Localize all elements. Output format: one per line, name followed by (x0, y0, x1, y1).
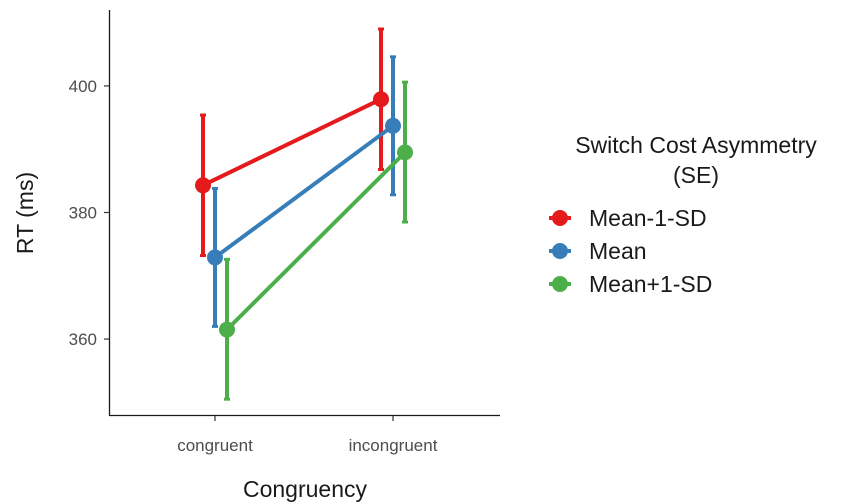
data-point (373, 91, 389, 108)
series-line (201, 97, 383, 188)
series-mean-1-sd (195, 27, 389, 258)
y-tick-label: 400 (69, 77, 97, 96)
legend-key-point (552, 243, 568, 259)
legend-key-point (552, 276, 568, 292)
x-tick-label: incongruent (349, 436, 438, 455)
series-line (225, 150, 407, 332)
plot-area (195, 27, 413, 401)
legend-items: Mean-1-SD Mean Mean+1-SD (549, 205, 712, 297)
y-tick-label: 360 (69, 330, 97, 349)
data-point (219, 321, 235, 338)
legend-label: Mean+1-SD (589, 271, 712, 297)
series-mean-1-sd (219, 80, 413, 401)
legend: Switch Cost Asymmetry (SE) Mean-1-SDMean… (549, 132, 817, 297)
series-mean (207, 55, 401, 328)
x-tick-label: congruent (177, 436, 253, 455)
x-axis-title: Congruency (243, 476, 368, 502)
legend-key-point (552, 210, 568, 226)
data-point (397, 144, 413, 161)
data-point (385, 117, 401, 134)
data-point (207, 249, 223, 266)
y-tick-label: 380 (69, 204, 97, 223)
series-line (213, 123, 395, 260)
y-axis-title: RT (ms) (12, 172, 38, 254)
legend-label: Mean-1-SD (589, 205, 707, 231)
data-point (195, 177, 211, 194)
legend-title-line1: Switch Cost Asymmetry (575, 132, 817, 158)
x-ticks: congruent incongruent (177, 416, 438, 455)
legend-label: Mean (589, 238, 647, 264)
y-ticks: 360 380 400 (69, 77, 109, 349)
axes (108, 10, 500, 417)
legend-title-line2: (SE) (673, 162, 719, 188)
